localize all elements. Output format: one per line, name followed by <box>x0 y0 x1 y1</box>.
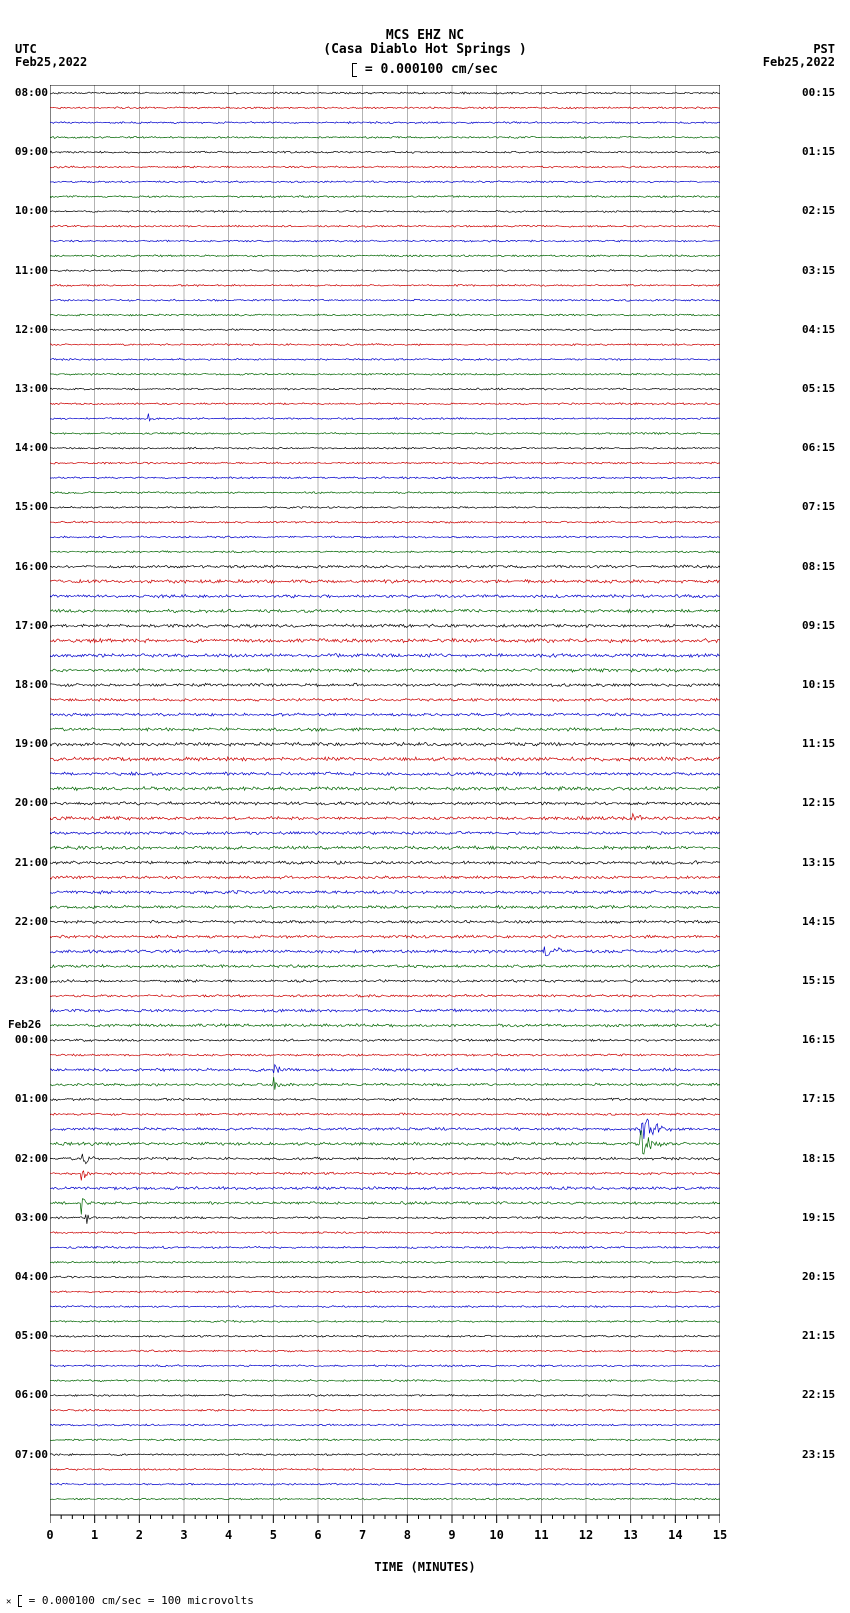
right-time-label: 08:15 <box>802 560 842 573</box>
x-axis-label: TIME (MINUTES) <box>0 1560 850 1574</box>
left-time-label: 01:00 <box>8 1092 48 1105</box>
right-time-label: 01:15 <box>802 145 842 158</box>
x-tick-label: 12 <box>579 1528 593 1542</box>
right-time-label: 23:15 <box>802 1448 842 1461</box>
right-time-label: 06:15 <box>802 441 842 454</box>
left-time-label: 14:00 <box>8 441 48 454</box>
seismogram-plot <box>50 85 720 1540</box>
right-time-label: 09:15 <box>802 619 842 632</box>
right-time-label: 11:15 <box>802 737 842 750</box>
left-time-label: 23:00 <box>8 974 48 987</box>
x-tick-label: 1 <box>91 1528 98 1542</box>
right-time-label: 22:15 <box>802 1388 842 1401</box>
left-date: Feb25,2022 <box>15 55 87 69</box>
x-tick-label: 7 <box>359 1528 366 1542</box>
left-time-label: 22:00 <box>8 915 48 928</box>
right-time-label: 14:15 <box>802 915 842 928</box>
seismogram-svg <box>50 85 720 1540</box>
x-tick-label: 9 <box>448 1528 455 1542</box>
x-tick-label: 5 <box>270 1528 277 1542</box>
x-tick-label: 3 <box>180 1528 187 1542</box>
right-time-label: 19:15 <box>802 1211 842 1224</box>
right-timezone: PST <box>813 42 835 56</box>
right-time-label: 04:15 <box>802 323 842 336</box>
right-time-label: 03:15 <box>802 264 842 277</box>
right-time-label: 21:15 <box>802 1329 842 1342</box>
x-tick-label: 10 <box>489 1528 503 1542</box>
left-time-label: 10:00 <box>8 204 48 217</box>
left-timezone: UTC <box>15 42 37 56</box>
x-tick-label: 2 <box>136 1528 143 1542</box>
left-time-label: 07:00 <box>8 1448 48 1461</box>
midnight-date-label: Feb26 <box>8 1018 41 1031</box>
left-time-label: 15:00 <box>8 500 48 513</box>
left-time-label: 06:00 <box>8 1388 48 1401</box>
left-time-label: 17:00 <box>8 619 48 632</box>
left-time-label: 12:00 <box>8 323 48 336</box>
left-time-label: 16:00 <box>8 560 48 573</box>
station-code: MCS EHZ NC <box>0 28 850 43</box>
x-tick-label: 15 <box>713 1528 727 1542</box>
footer-scale: ✕ = 0.000100 cm/sec = 100 microvolts <box>6 1594 254 1607</box>
right-time-label: 18:15 <box>802 1152 842 1165</box>
right-time-label: 12:15 <box>802 796 842 809</box>
left-time-label: 20:00 <box>8 796 48 809</box>
left-time-label: 03:00 <box>8 1211 48 1224</box>
right-time-label: 10:15 <box>802 678 842 691</box>
right-date: Feb25,2022 <box>763 55 835 69</box>
left-time-label: 13:00 <box>8 382 48 395</box>
right-time-label: 15:15 <box>802 974 842 987</box>
seismogram-container: MCS EHZ NC (Casa Diablo Hot Springs ) = … <box>0 0 850 1613</box>
right-time-label: 20:15 <box>802 1270 842 1283</box>
scale-text: = 0.000100 cm/sec <box>365 62 498 77</box>
left-time-label: 04:00 <box>8 1270 48 1283</box>
left-time-label: 18:00 <box>8 678 48 691</box>
right-time-label: 17:15 <box>802 1092 842 1105</box>
x-tick-label: 4 <box>225 1528 232 1542</box>
left-time-label: 08:00 <box>8 86 48 99</box>
right-time-label: 05:15 <box>802 382 842 395</box>
right-time-label: 07:15 <box>802 500 842 513</box>
left-time-label: 02:00 <box>8 1152 48 1165</box>
x-tick-label: 14 <box>668 1528 682 1542</box>
left-time-label: 09:00 <box>8 145 48 158</box>
x-tick-label: 6 <box>314 1528 321 1542</box>
x-tick-label: 11 <box>534 1528 548 1542</box>
x-tick-label: 8 <box>404 1528 411 1542</box>
left-time-label: 00:00 <box>8 1033 48 1046</box>
left-time-label: 05:00 <box>8 1329 48 1342</box>
right-time-label: 00:15 <box>802 86 842 99</box>
right-time-label: 02:15 <box>802 204 842 217</box>
x-tick-label: 13 <box>623 1528 637 1542</box>
scale-indicator: = 0.000100 cm/sec <box>0 62 850 77</box>
left-time-label: 19:00 <box>8 737 48 750</box>
right-time-label: 16:15 <box>802 1033 842 1046</box>
left-time-label: 11:00 <box>8 264 48 277</box>
right-time-label: 13:15 <box>802 856 842 869</box>
station-name: (Casa Diablo Hot Springs ) <box>0 42 850 57</box>
x-tick-label: 0 <box>46 1528 53 1542</box>
left-time-label: 21:00 <box>8 856 48 869</box>
